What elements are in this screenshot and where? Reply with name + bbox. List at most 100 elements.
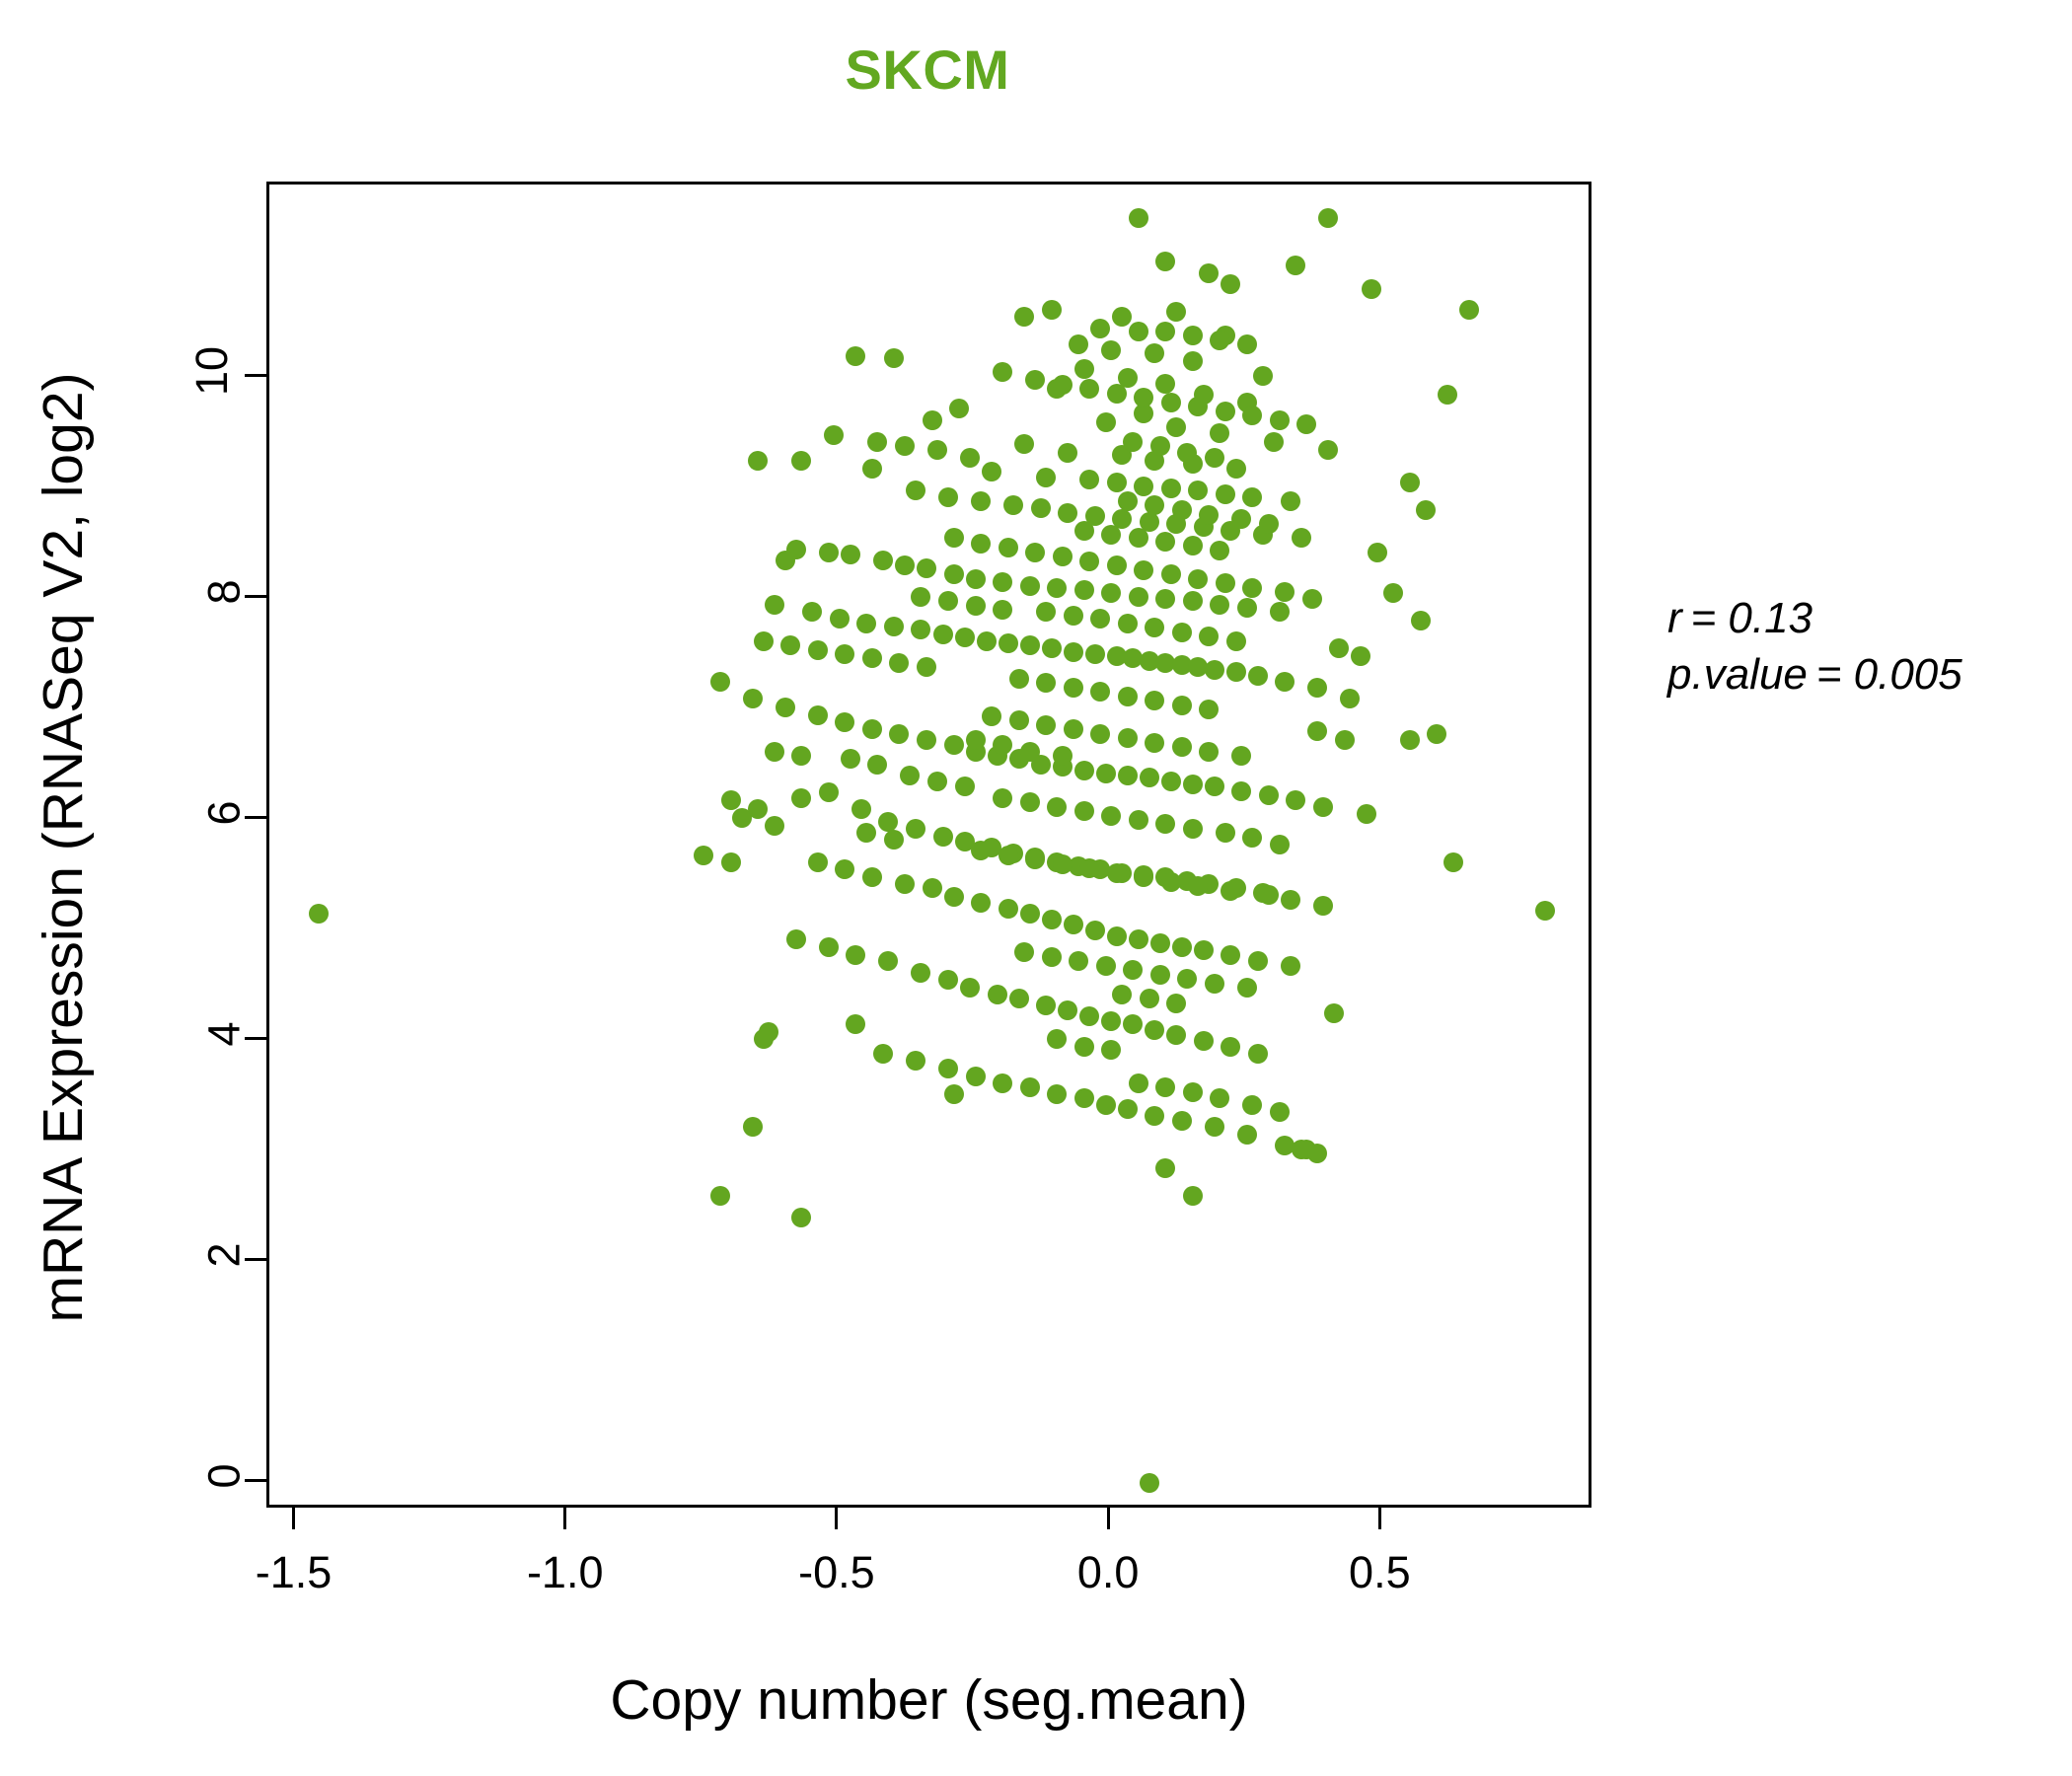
scatter-point <box>1231 780 1252 801</box>
scatter-point <box>1210 1088 1230 1109</box>
scatter-point <box>1019 635 1040 656</box>
scatter-point <box>965 1066 986 1086</box>
scatter-point <box>731 807 752 828</box>
y-tick-label-text: 10 <box>185 345 237 397</box>
scatter-point <box>1291 528 1311 549</box>
x-tick-label: -1.0 <box>526 1547 604 1597</box>
correlation-line: r = 0.13 <box>1667 590 1962 646</box>
scatter-point <box>791 787 812 808</box>
scatter-point <box>1073 520 1094 541</box>
x-tick-mark <box>835 1508 839 1529</box>
scatter-point <box>1090 723 1111 744</box>
scatter-point <box>1301 589 1322 609</box>
scatter-point <box>1036 467 1057 487</box>
scatter-point <box>1247 951 1268 972</box>
scatter-point <box>971 841 992 861</box>
scatter-point <box>965 595 986 616</box>
scatter-point <box>1069 951 1089 972</box>
scatter-point <box>1090 682 1111 703</box>
scatter-point <box>1307 1144 1328 1164</box>
y-tick-mark <box>245 373 266 377</box>
scatter-point <box>1247 666 1268 687</box>
scatter-point <box>764 594 784 615</box>
scatter-point <box>1019 792 1040 813</box>
scatter-point <box>1193 1031 1214 1051</box>
scatter-point <box>856 823 877 844</box>
scatter-point <box>1160 479 1181 498</box>
x-tick-label: -1.5 <box>255 1547 333 1597</box>
pvalue-line: p.value = 0.005 <box>1667 646 1962 703</box>
scatter-point <box>1166 301 1187 322</box>
scatter-point <box>971 893 992 913</box>
scatter-point <box>1221 273 1241 294</box>
scatter-point <box>1166 993 1187 1013</box>
scatter-point <box>742 1117 763 1138</box>
scatter-point <box>1166 1025 1187 1046</box>
scatter-point <box>1139 650 1159 671</box>
scatter-point <box>1204 447 1224 468</box>
scatter-point <box>1215 823 1235 844</box>
scatter-point <box>1160 871 1181 892</box>
scatter-point <box>1399 730 1420 751</box>
scatter-point <box>1199 262 1220 283</box>
scatter-point <box>971 534 992 554</box>
scatter-point <box>1210 423 1230 443</box>
scatter-point <box>872 550 893 570</box>
scatter-point <box>1242 406 1263 426</box>
scatter-point <box>1221 880 1241 901</box>
scatter-point <box>764 815 784 836</box>
scatter-point <box>1145 343 1165 364</box>
scatter-point <box>1128 207 1148 228</box>
scatter-point <box>1052 547 1073 567</box>
scatter-point <box>720 789 741 810</box>
scatter-point <box>1155 814 1176 835</box>
scatter-point <box>1416 500 1437 521</box>
scatter-point <box>1258 785 1279 806</box>
scatter-point <box>1171 695 1192 715</box>
scatter-point <box>932 624 953 644</box>
scatter-point <box>1149 436 1170 457</box>
correlation-label: r <box>1667 594 1682 642</box>
scatter-point <box>1025 370 1046 391</box>
scatter-point <box>1019 904 1040 925</box>
scatter-point <box>1307 677 1328 698</box>
scatter-point <box>1112 307 1133 328</box>
scatter-point <box>998 538 1018 558</box>
scatter-point <box>1079 1006 1100 1027</box>
scatter-point <box>894 555 915 576</box>
x-tick-label: 0.5 <box>1349 1547 1411 1597</box>
scatter-point <box>1112 509 1133 530</box>
scatter-point <box>1171 622 1192 642</box>
scatter-point <box>846 345 866 366</box>
scatter-point <box>709 1185 730 1206</box>
scatter-point <box>1182 591 1203 612</box>
scatter-point <box>1117 686 1138 706</box>
scatter-point <box>1296 414 1317 435</box>
scatter-point <box>1149 964 1170 985</box>
scatter-point <box>1215 483 1235 504</box>
scatter-point <box>1084 644 1105 664</box>
scatter-point <box>861 648 882 669</box>
scatter-point <box>916 730 936 751</box>
scatter-point <box>807 704 828 725</box>
scatter-point <box>949 399 970 419</box>
scatter-point <box>1134 388 1154 408</box>
scatter-point <box>1247 1044 1268 1065</box>
scatter-point <box>905 818 925 839</box>
scatter-point <box>883 617 904 636</box>
scatter-point <box>1269 834 1290 854</box>
scatter-point <box>1090 318 1111 338</box>
scatter-point <box>1182 1081 1203 1102</box>
scatter-point <box>993 600 1013 621</box>
scatter-point <box>900 766 921 786</box>
scatter-point <box>1079 379 1100 400</box>
scatter-point <box>1041 909 1062 929</box>
scatter-point <box>1182 351 1203 372</box>
scatter-point <box>894 873 915 894</box>
scatter-point <box>1231 509 1252 530</box>
scatter-point <box>1242 827 1263 848</box>
scatter-point <box>1128 928 1148 949</box>
scatter-point <box>1014 942 1035 963</box>
scatter-point <box>1160 392 1181 412</box>
y-tick-label-text: 8 <box>198 579 250 605</box>
